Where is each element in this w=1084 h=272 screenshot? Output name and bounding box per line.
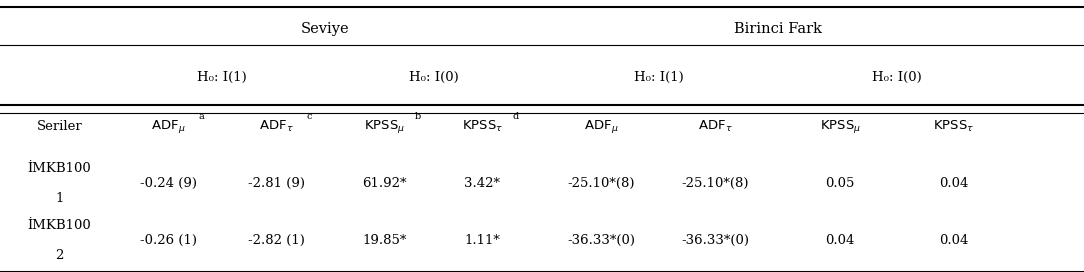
Text: 0.05: 0.05 [825, 177, 855, 190]
Text: H₀: I(0): H₀: I(0) [409, 71, 459, 84]
Text: İMKB100: İMKB100 [28, 219, 91, 232]
Text: $\mathrm{KPSS}_{\mu}$: $\mathrm{KPSS}_{\mu}$ [364, 118, 405, 135]
Text: c: c [307, 112, 312, 121]
Text: Birinci Fark: Birinci Fark [734, 21, 822, 36]
Text: -25.10*(8): -25.10*(8) [568, 177, 635, 190]
Text: İMKB100: İMKB100 [28, 162, 91, 175]
Text: -0.26 (1): -0.26 (1) [140, 234, 196, 247]
Text: $\mathrm{KPSS}_{\mu}$: $\mathrm{KPSS}_{\mu}$ [820, 118, 861, 135]
Text: $\mathrm{ADF}_{\tau}$: $\mathrm{ADF}_{\tau}$ [698, 119, 733, 134]
Text: 1.11*: 1.11* [464, 234, 501, 247]
Text: $\mathrm{ADF}_{\mu}$: $\mathrm{ADF}_{\mu}$ [151, 118, 185, 135]
Text: 61.92*: 61.92* [362, 177, 408, 190]
Text: -2.82 (1): -2.82 (1) [248, 234, 305, 247]
Text: 3.42*: 3.42* [464, 177, 501, 190]
Text: -36.33*(0): -36.33*(0) [682, 234, 749, 247]
Text: -36.33*(0): -36.33*(0) [568, 234, 635, 247]
Text: 19.85*: 19.85* [363, 234, 406, 247]
Text: 1: 1 [55, 192, 64, 205]
Text: -0.24 (9): -0.24 (9) [140, 177, 196, 190]
Text: $\mathrm{KPSS}_{\tau}$: $\mathrm{KPSS}_{\tau}$ [462, 119, 503, 134]
Text: 0.04: 0.04 [939, 234, 969, 247]
Text: H₀: I(1): H₀: I(1) [634, 71, 683, 84]
Text: $\mathrm{ADF}_{\mu}$: $\mathrm{ADF}_{\mu}$ [584, 118, 619, 135]
Text: a: a [198, 112, 204, 121]
Text: b: b [415, 112, 422, 121]
Text: Seviye: Seviye [301, 21, 349, 36]
Text: $\mathrm{ADF}_{\tau}$: $\mathrm{ADF}_{\tau}$ [259, 119, 294, 134]
Text: 0.04: 0.04 [825, 234, 855, 247]
Text: 0.04: 0.04 [939, 177, 969, 190]
Text: $\mathrm{KPSS}_{\tau}$: $\mathrm{KPSS}_{\tau}$ [933, 119, 975, 134]
Text: H₀: I(0): H₀: I(0) [873, 71, 921, 84]
Text: -2.81 (9): -2.81 (9) [248, 177, 305, 190]
Text: H₀: I(1): H₀: I(1) [197, 71, 247, 84]
Text: d: d [513, 112, 519, 121]
Text: 2: 2 [55, 249, 64, 262]
Text: Seriler: Seriler [37, 120, 82, 133]
Text: -25.10*(8): -25.10*(8) [682, 177, 749, 190]
